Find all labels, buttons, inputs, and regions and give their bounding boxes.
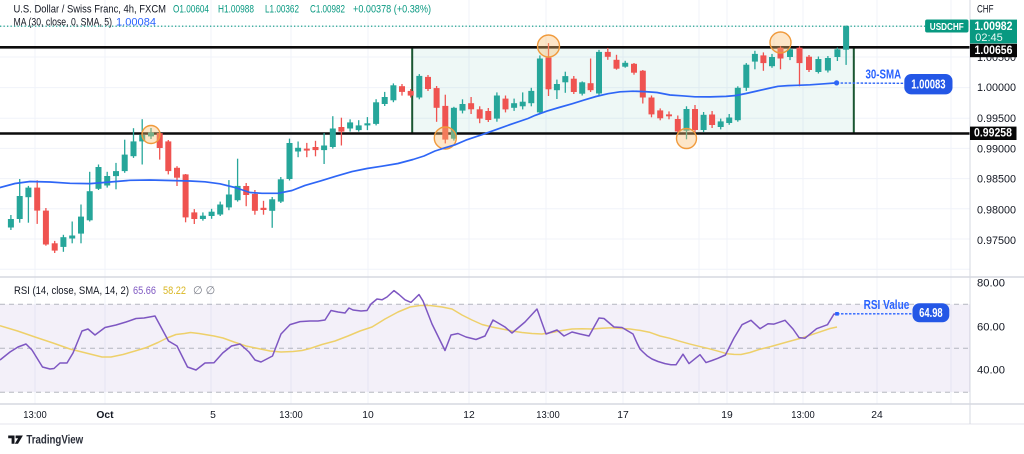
svg-text:0.98500: 0.98500 [977,174,1016,186]
svg-text:64.98: 64.98 [919,306,943,320]
svg-text:13:00: 13:00 [279,410,303,421]
svg-text:0.99500: 0.99500 [977,113,1016,125]
svg-text:80.00: 80.00 [977,277,1005,289]
svg-text:C1.00982: C1.00982 [310,4,345,16]
svg-text:1.00083: 1.00083 [911,78,945,92]
svg-text:U.S. Dollar / Swiss Franc, 4h,: U.S. Dollar / Swiss Franc, 4h, FXCM [14,4,167,16]
svg-text:13:00: 13:00 [791,410,815,421]
svg-text:∅ ∅: ∅ ∅ [193,285,215,297]
svg-text:1.00000: 1.00000 [977,82,1016,94]
svg-text:30-SMA: 30-SMA [866,67,902,81]
svg-text:17: 17 [617,410,629,421]
svg-text:13:00: 13:00 [536,410,560,421]
svg-text:1.00084: 1.00084 [116,17,156,29]
svg-text:USDCHF: USDCHF [930,21,964,33]
svg-text:Oct: Oct [96,410,114,421]
svg-text:0.99258: 0.99258 [974,128,1013,140]
svg-text:12: 12 [463,410,475,421]
svg-text:MA (30, close, 0, SMA, 5): MA (30, close, 0, SMA, 5) [14,17,113,29]
svg-text:CHF: CHF [977,4,994,16]
svg-text:60.00: 60.00 [977,321,1005,333]
svg-text:24: 24 [871,410,883,421]
svg-text:58.22: 58.22 [163,285,186,297]
svg-text:02:45: 02:45 [975,32,1003,44]
svg-text:TradingView: TradingView [26,432,83,446]
svg-text:40.00: 40.00 [977,365,1005,377]
svg-text:0.97500: 0.97500 [977,235,1016,247]
svg-text:10: 10 [362,410,374,421]
svg-text:0.98000: 0.98000 [977,204,1016,216]
svg-text:13:00: 13:00 [23,410,47,421]
svg-text:0.99000: 0.99000 [977,143,1016,155]
svg-text:RSI (14, close, SMA, 14, 2): RSI (14, close, SMA, 14, 2) [14,285,129,297]
svg-text:O1.00604: O1.00604 [173,4,209,16]
svg-text:5: 5 [210,410,216,421]
svg-text:H1.00988: H1.00988 [218,4,254,16]
svg-text:19: 19 [721,410,733,421]
svg-text:L1.00362: L1.00362 [265,4,299,16]
svg-text:65.66: 65.66 [133,285,156,297]
svg-text:1.00982: 1.00982 [975,21,1013,33]
svg-text:1.00656: 1.00656 [975,45,1013,57]
svg-text:RSI Value: RSI Value [864,298,910,312]
svg-text:+0.00378 (+0.38%): +0.00378 (+0.38%) [353,4,431,16]
